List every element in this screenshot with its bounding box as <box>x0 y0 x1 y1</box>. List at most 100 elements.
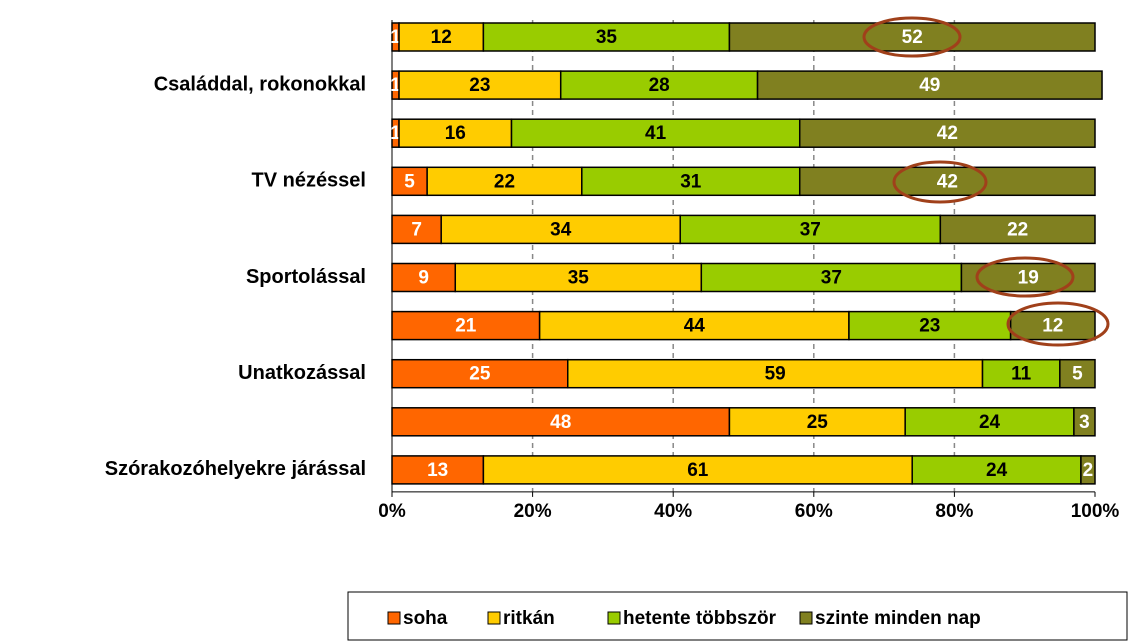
bar-segment <box>1073 407 1096 437</box>
bar-segment <box>398 70 562 100</box>
legend-label: soha <box>403 608 448 629</box>
y-tick-label: Szórakozóhelyekre járással <box>105 458 366 480</box>
data-label: 24 <box>986 460 1008 481</box>
bar-segment <box>756 70 1103 100</box>
data-label: 44 <box>684 316 706 337</box>
x-tick-label: 40% <box>654 501 692 522</box>
bar-segment <box>454 262 703 293</box>
highlight-ellipse <box>975 256 1075 298</box>
x-tick-label: 0% <box>378 501 406 522</box>
x-tick-label: 20% <box>514 501 552 522</box>
data-label: 7 <box>411 219 422 240</box>
data-label: 34 <box>550 219 572 240</box>
bar-segment <box>567 358 984 389</box>
data-label: 11 <box>1011 364 1032 385</box>
bar-segment <box>391 358 569 389</box>
data-label: 23 <box>469 75 490 96</box>
bar-segment <box>939 214 1096 245</box>
bar-segment <box>426 166 583 197</box>
legend-label: ritkán <box>503 608 555 629</box>
bar-segment <box>581 166 801 197</box>
bar-segment <box>510 118 801 148</box>
bar-segment <box>559 70 759 100</box>
legend-swatch <box>487 611 501 625</box>
bar-segment <box>798 166 1096 197</box>
highlight-ellipse <box>892 160 988 204</box>
data-label: 1 <box>390 75 401 96</box>
bar-segment <box>1080 455 1096 485</box>
data-label: 25 <box>807 412 829 433</box>
x-tick-label: 80% <box>935 501 973 522</box>
data-label: 24 <box>979 412 1001 433</box>
bar-segment <box>398 118 513 148</box>
x-tick-label: 60% <box>795 501 833 522</box>
data-label: 12 <box>1042 316 1063 337</box>
data-label: 3 <box>1079 412 1090 433</box>
legend-box <box>347 591 1128 641</box>
bar-segment <box>538 310 850 341</box>
data-label: 49 <box>919 75 940 96</box>
highlight-ellipse <box>862 16 962 58</box>
data-label: 5 <box>404 171 415 192</box>
bar-segment <box>1009 310 1096 341</box>
bar-segment <box>728 407 906 437</box>
bar-segment <box>482 455 913 485</box>
data-label: 23 <box>919 316 940 337</box>
legend-swatch <box>607 611 621 625</box>
bar-segment <box>981 358 1061 389</box>
data-label: 61 <box>687 460 709 481</box>
data-label: 28 <box>649 75 670 96</box>
bar-segment <box>391 310 541 341</box>
data-label: 1 <box>390 27 401 48</box>
bar-segment <box>679 214 942 245</box>
bar-segment <box>911 455 1082 485</box>
bar-segment <box>391 455 485 485</box>
bar-segment <box>848 310 1012 341</box>
data-label: 42 <box>937 171 958 192</box>
bar-segment <box>391 166 428 197</box>
y-tick-label: Sportolással <box>246 266 366 288</box>
legend-swatch <box>387 611 401 625</box>
data-label: 21 <box>455 316 477 337</box>
data-label: 25 <box>469 364 491 385</box>
data-label: 52 <box>902 27 923 48</box>
bar-segment <box>700 262 963 293</box>
data-label: 35 <box>568 268 590 289</box>
data-label: 1 <box>390 123 401 144</box>
y-tick-label: Unatkozással <box>238 362 366 384</box>
bar-segment <box>1059 358 1096 389</box>
highlight-ellipse <box>1006 301 1110 347</box>
bar-segment <box>482 22 731 52</box>
data-label: 2 <box>1083 460 1094 481</box>
data-label: 48 <box>550 412 571 433</box>
bar-segment <box>391 262 457 293</box>
data-label: 42 <box>937 123 958 144</box>
data-label: 9 <box>418 268 429 289</box>
annotations <box>862 16 1110 347</box>
legend: soha ritkán hetente többször szinte minden … <box>387 608 981 629</box>
bar-segment <box>440 214 681 245</box>
data-label: 19 <box>1018 268 1039 289</box>
x-tick-label: 100% <box>1071 501 1120 522</box>
data-label: 59 <box>765 364 786 385</box>
data-label: 37 <box>800 219 821 240</box>
bar-segment <box>391 214 442 245</box>
data-label: 5 <box>1072 364 1083 385</box>
legend-swatch <box>799 611 813 625</box>
legend-label: hetente többször <box>623 608 777 629</box>
data-label: 37 <box>821 268 842 289</box>
y-tick-label: TV nézéssel <box>251 170 366 192</box>
data-label: 22 <box>494 171 515 192</box>
data-label: 35 <box>596 27 618 48</box>
bar-segment <box>798 118 1096 148</box>
data-label: 13 <box>427 460 448 481</box>
data-label: 41 <box>645 123 667 144</box>
data-label: 31 <box>680 171 702 192</box>
bar-segment <box>728 22 1096 52</box>
data-label: 12 <box>431 27 452 48</box>
data-label: 16 <box>445 123 466 144</box>
y-tick-label: Családdal, rokonokkal <box>154 73 366 95</box>
legend-label: szinte minden nap <box>815 608 981 629</box>
